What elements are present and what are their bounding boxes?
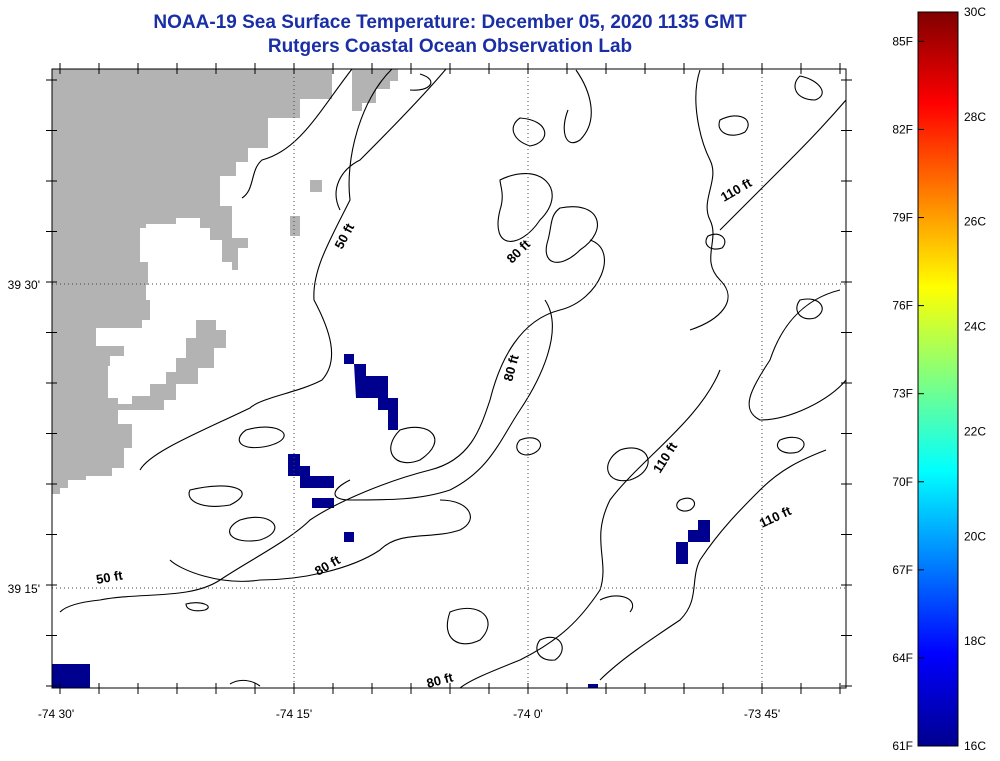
axis-ticks: [46, 63, 852, 694]
contour-line: [676, 497, 695, 512]
contour-line: [229, 679, 261, 687]
contour-line: [719, 99, 846, 231]
contour-line: [188, 485, 243, 507]
contour-line: [139, 69, 393, 471]
contour-label: 50 ft: [95, 567, 125, 587]
colorbar-f-label: 73F: [892, 387, 913, 401]
colorbar-c-label: 24C: [964, 320, 986, 334]
contour-line: [599, 449, 827, 681]
contour-label: 80 ft: [425, 669, 455, 691]
contour-line: [59, 239, 605, 613]
lon-label: -74 0': [513, 707, 543, 721]
contour-line: [545, 206, 598, 263]
land-mass: [52, 69, 332, 494]
bathymetry-contours: [59, 69, 846, 688]
sst-pixel-cluster: [676, 520, 710, 564]
contour-line: [705, 233, 726, 250]
colorbar-f-label: 82F: [892, 122, 913, 136]
colorbar-c-label: 22C: [964, 424, 986, 438]
colorbar-f-label: 61F: [892, 739, 913, 753]
contour-line: [241, 69, 353, 199]
contour-label: 80 ft: [500, 352, 522, 382]
graticule: [52, 69, 846, 688]
contour-line: [512, 117, 546, 147]
colorbar-f-labels: 85F 82F 79F 76F 73F 70F 67F 64F 61F: [892, 34, 913, 753]
colorbar-f-label: 64F: [892, 651, 913, 665]
colorbar-f-label: 70F: [892, 475, 913, 489]
latitude-labels: 39 30' 39 15': [8, 278, 40, 596]
contour-line: [185, 602, 209, 612]
contour-line: [229, 516, 276, 542]
map-frame: [51, 68, 847, 689]
land-patch: [310, 180, 322, 192]
longitude-labels: -74 30' -74 15' -74 0' -73 45': [38, 707, 780, 721]
contour-label: 80 ft: [312, 552, 343, 579]
contour-line: [516, 437, 542, 456]
sst-pixel-cluster: [344, 532, 354, 542]
contour-label: 110 ft: [650, 439, 681, 476]
contour-line: [446, 607, 489, 645]
contour-label-110-southeast: 110 ft: [757, 503, 794, 531]
contour-line: [689, 69, 729, 331]
sst-pixel-cluster: [288, 454, 334, 488]
lat-label: 39 30': [8, 278, 40, 292]
sst-pixel-cluster: [52, 664, 90, 688]
contour-line: [497, 173, 553, 242]
map-title: NOAA-19 Sea Surface Temperature: Decembe…: [153, 12, 747, 33]
contour-line: [169, 499, 471, 582]
colorbar-c-label: 26C: [964, 215, 986, 229]
contour-line: [563, 69, 592, 143]
contour-line: [536, 636, 563, 661]
contour-labels: 50 ft 50 ft 80 ft 80 ft 80 ft 80 ft 110 …: [95, 175, 755, 691]
temperature-colorbar: 85F 82F 79F 76F 73F 70F 67F 64F 61F 30C 28C 26C 24C…: [892, 5, 986, 753]
contour-line: [776, 436, 805, 454]
lon-label: -73 45': [744, 707, 780, 721]
contour-line: [796, 298, 823, 320]
colorbar-c-label: 16C: [964, 739, 986, 753]
lon-label: -74 30': [38, 707, 74, 721]
colorbar-c-labels: 30C 28C 26C 24C 22C 20C 18C 16C: [964, 5, 986, 753]
contour-line: [459, 369, 721, 688]
contour-line: [238, 426, 285, 448]
contour-line: [335, 69, 447, 211]
colorbar-c-label: 28C: [964, 110, 986, 124]
sst-pixel-cluster: [354, 364, 398, 430]
contour-line: [334, 299, 553, 501]
colorbar-c-label: 30C: [964, 5, 986, 19]
sst-pixel-cluster: [588, 684, 598, 688]
colorbar-f-label: 76F: [892, 299, 913, 313]
sst-pixel-cluster: [312, 498, 334, 508]
contour-line: [748, 289, 846, 421]
cold-sst-pixels: [52, 354, 710, 688]
colorbar-f-label: 67F: [892, 563, 913, 577]
contour-line: [718, 115, 749, 136]
contour-line: [607, 447, 649, 482]
contour-line: [794, 75, 823, 101]
lon-label: -74 15': [276, 707, 312, 721]
map-subtitle: Rutgers Coastal Ocean Observation Lab: [267, 36, 633, 57]
colorbar-gradient: [917, 11, 959, 747]
colorbar-f-label: 79F: [892, 211, 913, 225]
colorbar-f-label: 85F: [892, 34, 913, 48]
colorbar-f-ticks: [918, 40, 924, 747]
contour-line: [599, 595, 633, 613]
lat-label: 39 15': [8, 582, 40, 596]
sst-pixel-cluster: [344, 354, 354, 364]
contour-label: 50 ft: [331, 220, 357, 251]
land-patch: [290, 216, 300, 236]
contour-line: [390, 426, 436, 464]
colorbar-c-label: 20C: [964, 529, 986, 543]
colorbar-c-label: 18C: [964, 634, 986, 648]
contour-line: [409, 73, 432, 91]
